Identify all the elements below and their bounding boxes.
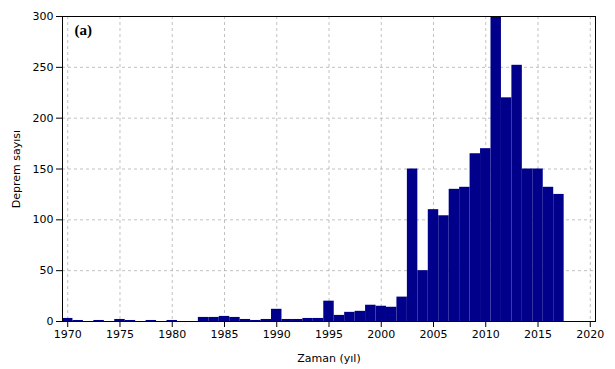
svg-text:300: 300 [33, 10, 54, 23]
svg-text:Deprem sayısı: Deprem sayısı [10, 130, 23, 208]
svg-text:Zaman (yıl): Zaman (yıl) [297, 352, 360, 365]
svg-text:2015: 2015 [524, 328, 552, 341]
svg-text:50: 50 [40, 264, 54, 277]
svg-text:1995: 1995 [315, 328, 343, 341]
svg-text:2020: 2020 [576, 328, 604, 341]
svg-text:1975: 1975 [106, 328, 134, 341]
svg-text:2010: 2010 [472, 328, 500, 341]
svg-text:1970: 1970 [54, 328, 82, 341]
svg-text:1990: 1990 [263, 328, 291, 341]
svg-text:150: 150 [33, 163, 54, 176]
svg-text:2005: 2005 [420, 328, 448, 341]
svg-text:1980: 1980 [158, 328, 186, 341]
svg-text:(a): (a) [75, 22, 93, 39]
svg-text:2000: 2000 [367, 328, 395, 341]
svg-text:1985: 1985 [210, 328, 238, 341]
svg-text:0: 0 [47, 315, 54, 328]
svg-text:200: 200 [33, 112, 54, 125]
svg-text:100: 100 [33, 213, 54, 226]
svg-text:250: 250 [33, 61, 54, 74]
